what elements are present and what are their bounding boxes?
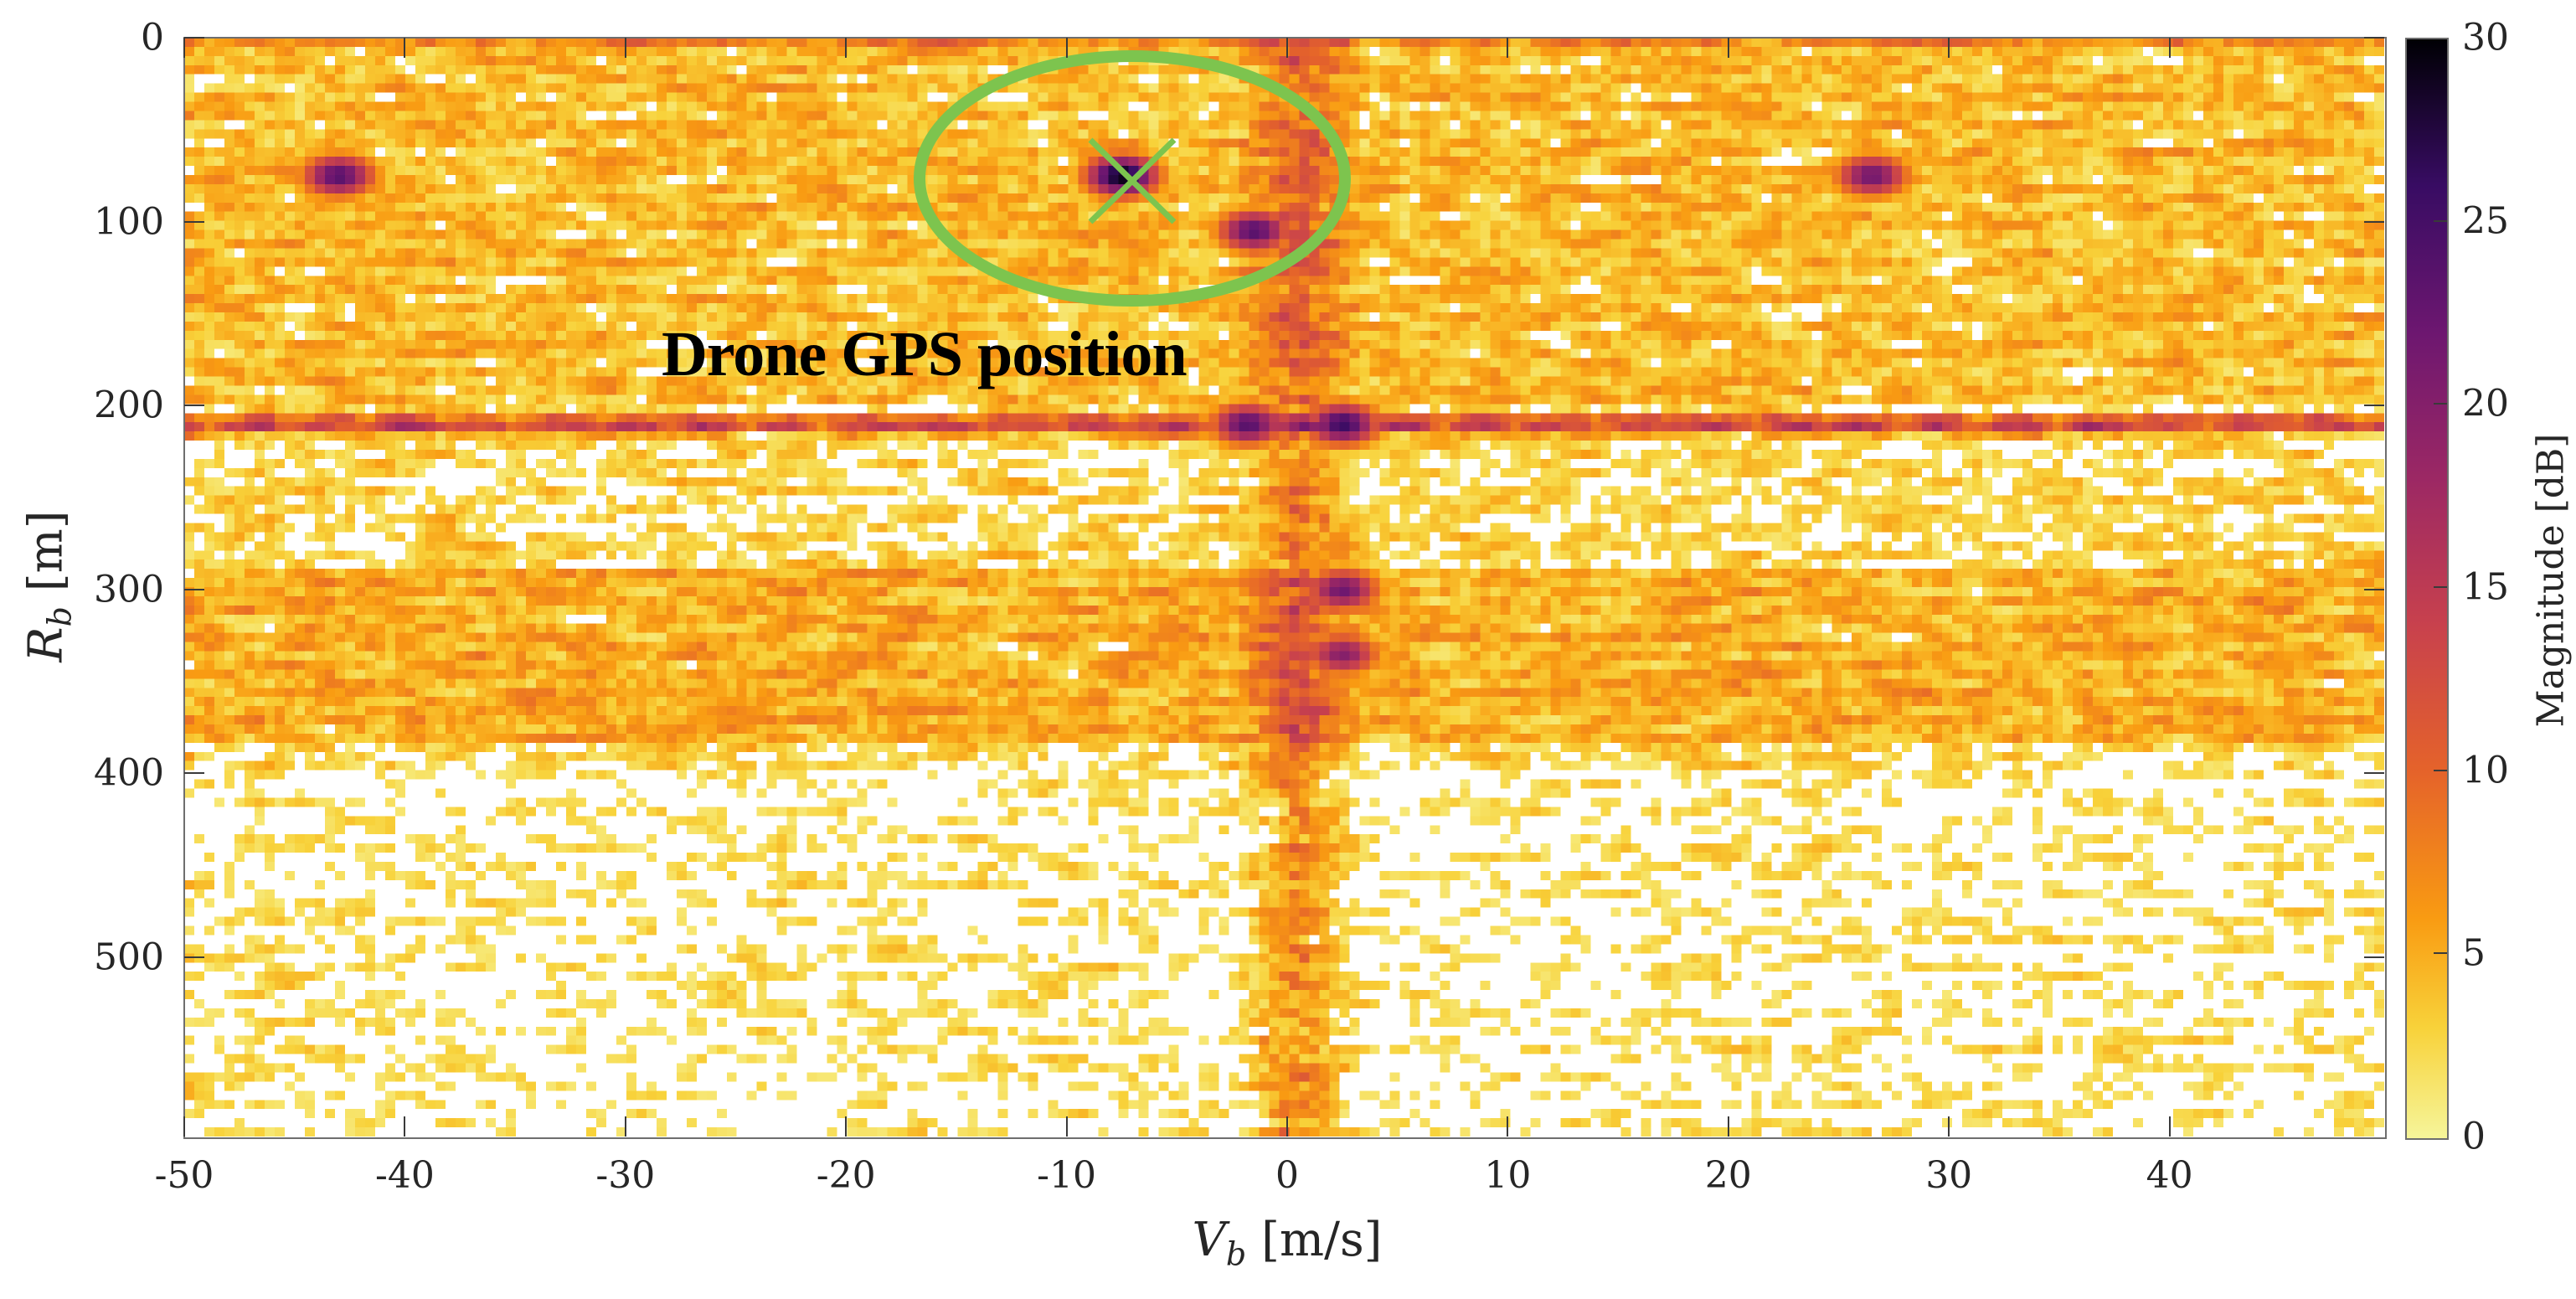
colorbar-tick-mark bbox=[2434, 769, 2447, 771]
x-tick-label: -10 bbox=[1037, 1154, 1097, 1197]
x-tick-mark bbox=[404, 1116, 406, 1137]
y-tick-mark bbox=[2364, 956, 2384, 958]
x-tick-mark bbox=[624, 1116, 626, 1137]
y-tick-mark bbox=[184, 772, 204, 774]
x-tick-mark bbox=[1948, 1116, 1950, 1137]
colorbar-tick-mark bbox=[2434, 952, 2447, 955]
x-tick-mark bbox=[404, 38, 406, 58]
colorbar-tick-label: 25 bbox=[2462, 199, 2509, 243]
y-tick-mark bbox=[2364, 37, 2384, 39]
colorbar-tick-label: 30 bbox=[2462, 16, 2509, 59]
x-tick-mark bbox=[1286, 38, 1288, 58]
colorbar-tick-label: 5 bbox=[2462, 931, 2486, 975]
range-doppler-heatmap bbox=[184, 38, 2384, 1137]
x-tick-mark bbox=[1507, 1116, 1509, 1137]
x-tick-label: -40 bbox=[374, 1154, 435, 1197]
x-tick-label: 40 bbox=[2146, 1154, 2193, 1197]
y-tick-mark bbox=[2364, 772, 2384, 774]
x-tick-mark bbox=[845, 38, 848, 58]
y-tick-label: 500 bbox=[94, 936, 164, 978]
x-tick-mark bbox=[1065, 1116, 1068, 1137]
x-axis-symbol: V bbox=[1192, 1213, 1226, 1267]
x-tick-mark bbox=[1948, 38, 1950, 58]
x-axis-subscript: b bbox=[1225, 1235, 1247, 1273]
y-axis-symbol: R bbox=[18, 626, 74, 662]
colorbar-tick-mark bbox=[2434, 586, 2447, 588]
colorbar bbox=[2405, 38, 2449, 1140]
y-tick-label: 400 bbox=[94, 751, 164, 795]
y-axis-subscript: b bbox=[41, 606, 79, 627]
x-tick-mark bbox=[1286, 1116, 1288, 1137]
y-tick-label: 300 bbox=[94, 568, 164, 611]
x-axis-unit: [m/s] bbox=[1261, 1213, 1383, 1267]
y-axis-label: Rb [m] bbox=[18, 510, 78, 662]
x-tick-label: 30 bbox=[1925, 1154, 1973, 1197]
colorbar-tick-label: 20 bbox=[2462, 382, 2509, 425]
colorbar-label: Magnitude [dB] bbox=[2529, 433, 2573, 728]
colorbar-tick-label: 10 bbox=[2462, 749, 2509, 792]
x-tick-label: 10 bbox=[1484, 1154, 1532, 1197]
x-tick-mark bbox=[624, 38, 626, 58]
y-tick-label: 0 bbox=[141, 16, 164, 59]
x-tick-label: 20 bbox=[1704, 1154, 1752, 1197]
y-tick-mark bbox=[184, 588, 204, 590]
y-tick-label: 100 bbox=[94, 200, 164, 243]
y-tick-mark bbox=[184, 956, 204, 958]
x-tick-mark bbox=[1727, 38, 1729, 58]
y-tick-mark bbox=[184, 37, 204, 39]
y-tick-mark bbox=[184, 220, 204, 223]
x-tick-mark bbox=[183, 1116, 185, 1137]
x-tick-label: -20 bbox=[816, 1154, 876, 1197]
x-tick-label: -30 bbox=[595, 1154, 656, 1197]
y-tick-mark bbox=[2364, 588, 2384, 590]
x-tick-label: 0 bbox=[1275, 1154, 1299, 1197]
y-axis-unit: [m] bbox=[18, 510, 74, 592]
colorbar-tick-mark bbox=[2434, 219, 2447, 222]
colorbar-tick-label: 0 bbox=[2462, 1115, 2486, 1158]
drone-gps-position-label: Drone GPS position bbox=[662, 319, 1188, 389]
x-tick-mark bbox=[183, 38, 185, 58]
x-tick-mark bbox=[2168, 1116, 2171, 1137]
x-tick-label: -50 bbox=[154, 1154, 214, 1197]
x-axis-label: Vb [m/s] bbox=[1192, 1213, 1382, 1272]
y-tick-mark bbox=[2364, 405, 2384, 406]
colorbar-tick-label: 15 bbox=[2462, 565, 2509, 609]
x-tick-mark bbox=[1065, 38, 1068, 58]
x-tick-mark bbox=[1507, 38, 1509, 58]
y-tick-label: 200 bbox=[94, 384, 164, 427]
x-tick-mark bbox=[2168, 38, 2171, 58]
x-tick-mark bbox=[845, 1116, 848, 1137]
x-tick-mark bbox=[1727, 1116, 1729, 1137]
y-tick-mark bbox=[2364, 220, 2384, 223]
y-tick-mark bbox=[184, 405, 204, 406]
colorbar-tick-mark bbox=[2434, 403, 2447, 405]
